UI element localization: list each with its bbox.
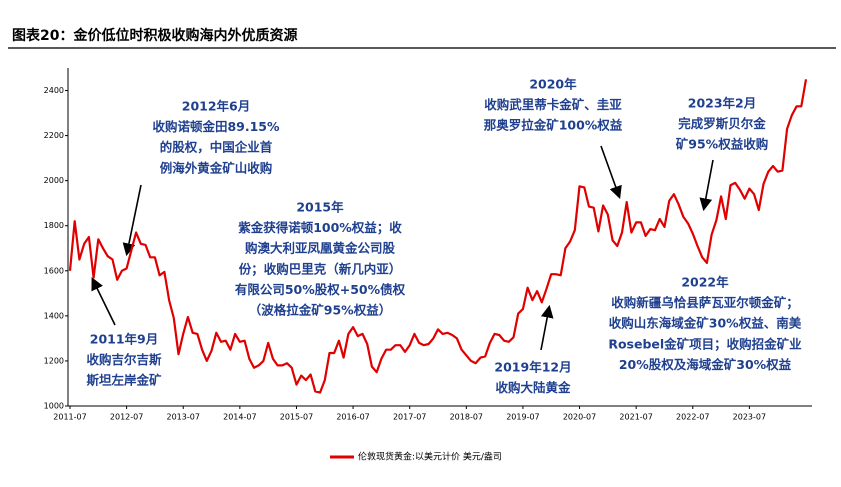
annotation: 有限公司50%股权+50%债权 bbox=[235, 282, 406, 297]
x-tick-label: 2020-07 bbox=[563, 413, 596, 422]
y-tick-label: 1200 bbox=[44, 356, 64, 365]
arrows bbox=[91, 145, 714, 351]
x-tick-label: 2018-07 bbox=[450, 413, 483, 422]
annotation: 收购大陆黄金 bbox=[495, 380, 571, 395]
x-tick-label: 2011-07 bbox=[53, 413, 86, 422]
annotation: 2011年9月 bbox=[90, 332, 159, 347]
annotation: 的股权，中国企业首 bbox=[160, 140, 273, 155]
y-tick-label: 1000 bbox=[44, 402, 64, 411]
annotation: 那奥罗拉金矿100%权益 bbox=[484, 118, 623, 133]
x-tick-label: 2021-07 bbox=[619, 413, 652, 422]
annotation: 2015年 bbox=[296, 200, 344, 215]
y-tick-label: 1600 bbox=[44, 266, 64, 275]
line-series bbox=[68, 79, 808, 394]
annotation: 2020年 bbox=[529, 77, 577, 92]
annotation: 矿95%权益收购 bbox=[676, 137, 768, 152]
arrow bbox=[600, 145, 622, 200]
annotation: 收购武里蒂卡金矿、圭亚 bbox=[484, 97, 622, 112]
annotation: 2012年6月 bbox=[182, 99, 251, 114]
annotation: 收购诺顿金田89.15% bbox=[152, 119, 280, 134]
y-tick-label: 2200 bbox=[44, 131, 64, 140]
y-tick-label: 2400 bbox=[44, 86, 64, 95]
annotation: 20%股权及海域金矿30%权益 bbox=[619, 357, 792, 372]
arrow bbox=[699, 159, 714, 212]
x-tick-label: 2012-07 bbox=[110, 413, 143, 422]
x-tick-label: 2023-07 bbox=[733, 413, 766, 422]
x-tick-label: 2014-07 bbox=[223, 413, 256, 422]
annotation: 购澳大利亚凤凰黄金公司股 bbox=[245, 241, 396, 256]
annotation: 紫金获得诺顿100%权益；收 bbox=[238, 220, 402, 235]
annotation: 斯坦左岸金矿 bbox=[86, 373, 162, 388]
annotation: 收购吉尔吉斯 bbox=[86, 352, 162, 367]
arrow bbox=[540, 304, 554, 351]
annotation: 2019年12月 bbox=[494, 360, 571, 375]
annotation: 完成罗斯贝尔金 bbox=[678, 116, 766, 131]
x-tick-label: 2019-07 bbox=[506, 413, 539, 422]
annotation: 收购新疆乌恰县萨瓦亚尔顿金矿； bbox=[611, 295, 799, 310]
annotation: （波格拉金矿95%权益） bbox=[249, 303, 391, 318]
x-tick-label: 2015-07 bbox=[280, 413, 313, 422]
annotation: 2023年2月 bbox=[688, 96, 757, 111]
annotation: 份；收购巴里克（新几内亚） bbox=[239, 261, 402, 276]
y-tick-label: 1400 bbox=[44, 311, 64, 320]
page-title: 图表20：金价低位时积极收购海内外优质资源 bbox=[12, 27, 297, 44]
x-tick-label: 2013-07 bbox=[167, 413, 200, 422]
legend-label: 伦敦现货黄金:以美元计价 美元/盎司 bbox=[358, 451, 502, 463]
annotation: Rosebel金矿项目；收购招金矿业 bbox=[608, 336, 802, 351]
annotation: 收购山东海域金矿30%权益、南美 bbox=[609, 316, 802, 331]
y-tick-label: 2000 bbox=[44, 176, 64, 185]
arrow bbox=[122, 184, 142, 257]
annotation: 2022年 bbox=[681, 275, 729, 290]
y-tick-label: 1800 bbox=[44, 221, 64, 230]
annotation: 例海外黄金矿山收购 bbox=[160, 160, 273, 175]
x-tick-label: 2016-07 bbox=[336, 413, 369, 422]
x-tick-label: 2017-07 bbox=[393, 413, 426, 422]
x-tick-label: 2022-07 bbox=[676, 413, 709, 422]
arrow bbox=[91, 277, 116, 326]
